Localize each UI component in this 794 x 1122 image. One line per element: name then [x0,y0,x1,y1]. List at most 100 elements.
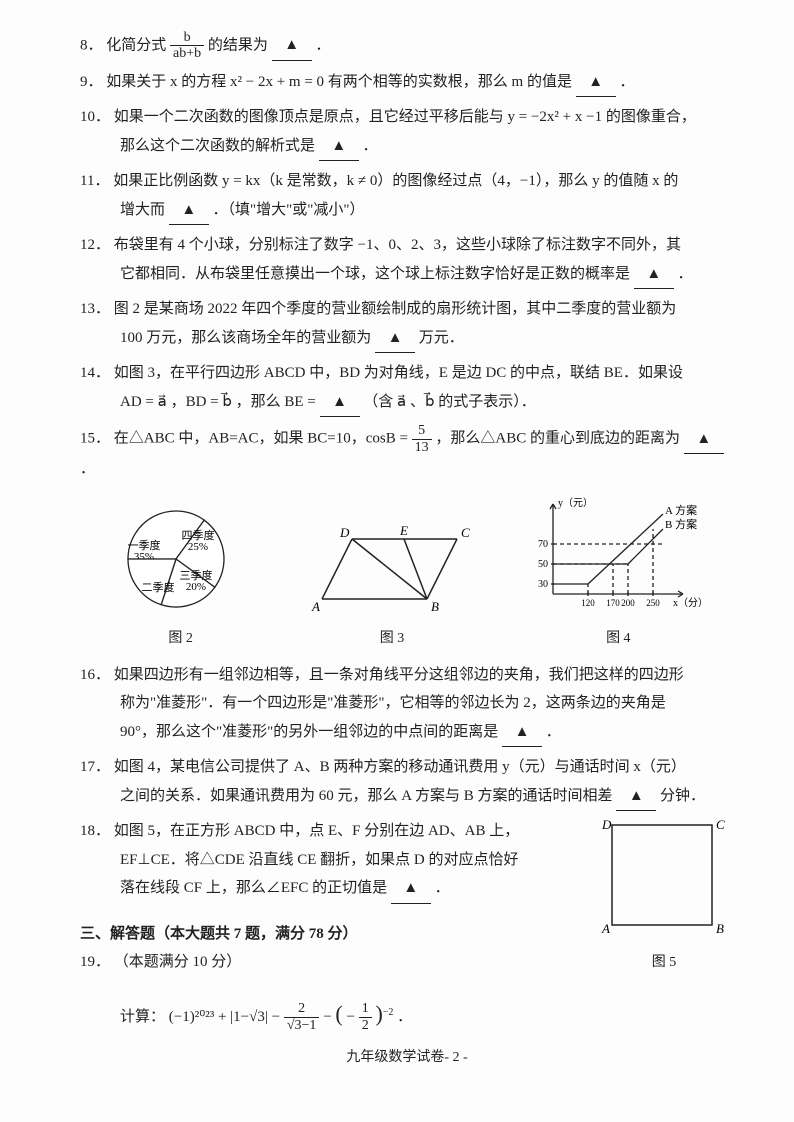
text: 如图 4，某电信公司提供了 A、B 两种方案的移动通讯费用 y（元）与通话时间 … [114,759,686,775]
svg-text:50: 50 [538,559,548,570]
question-17: 17． 如图 4，某电信公司提供了 A、B 两种方案的移动通讯费用 y（元）与通… [80,753,734,811]
figure-5: D C A B 图 5 [594,817,734,976]
qnum: 10． [80,109,110,125]
text: （含 a⃗ 、b⃗ 的式子表示）． [363,394,535,410]
question-19: 19． （本题满分 10 分） [80,948,574,977]
question-13: 13． 图 2 是某商场 2022 年四个季度的营业额绘制成的扇形统计图，其中二… [80,295,734,353]
text: 布袋里有 4 个小球，分别标注了数字 −1、0、2、3，这些小球除了标注数字不同… [114,237,681,253]
square-diagram: D C A B [594,817,734,937]
fraction: 1 2 [359,1001,372,1033]
text: 它都相同．从布袋里任意摸出一个球，这个球上标注数字恰好是正数的概率是 [120,266,630,282]
text: 100 万元，那么该商场全年的营业额为 [120,330,371,346]
svg-text:B 方案: B 方案 [665,517,697,531]
qnum: 9． [80,74,103,90]
qnum: 14． [80,365,110,381]
text: 如果正比例函数 y = kx（k 是常数，k ≠ 0）的图像经过点（4，−1），… [113,173,678,189]
blank: ▲ [576,68,616,98]
qnum: 12． [80,237,110,253]
text: 那么这个二次函数的解析式是 [120,138,315,154]
svg-text:A: A [311,599,320,614]
section-3-heading: 三、解答题（本大题共 7 题，满分 78 分） [80,920,574,949]
fraction: b ab+b [170,30,204,62]
question-18-wrap: 18． 如图 5，在正方形 ABCD 中，点 E、F 分别在边 AD、AB 上，… [80,817,734,983]
svg-text:70: 70 [538,539,548,550]
line-graph: y（元）x（分）305070120170200250A 方案B 方案 [533,494,703,614]
svg-text:A 方案: A 方案 [665,503,697,517]
text: ，那么△ABC 的重心到底边的距离为 [435,431,680,447]
question-8: 8． 化简分式 b ab+b 的结果为 ▲ ． [80,30,734,62]
text: 的结果为 [208,37,268,53]
svg-text:C: C [461,525,470,540]
page-footer: 九年级数学试卷- 2 - [80,1045,734,1072]
svg-text:30: 30 [538,579,548,590]
question-10: 10． 如果一个二次函数的图像顶点是原点，且它经过平移后能与 y = −2x² … [80,103,734,161]
figure-2: 一季度35%四季度25%三季度20%二季度 图 2 [111,504,251,653]
caption: 图 2 [111,626,251,653]
text: 万元． [419,330,464,346]
svg-text:x（分）: x（分） [673,597,708,609]
text: ．（填"增大"或"减小"） [213,202,365,218]
svg-text:D: D [339,525,350,540]
text: 如图 5，在正方形 ABCD 中，点 E、F 分别在边 AD、AB 上， [114,823,519,839]
question-18: 18． 如图 5，在正方形 ABCD 中，点 E、F 分别在边 AD、AB 上，… [80,817,574,904]
qnum: 15． [80,431,110,447]
blank: ▲ [320,388,360,418]
question-16: 16． 如果四边形有一组邻边相等，且一条对角线平分这组邻边的夹角，我们把这样的四… [80,661,734,748]
svg-text:一季度: 一季度 [127,538,160,552]
text: 增大而 [120,202,165,218]
text: 如果一个二次函数的图像顶点是原点，且它经过平移后能与 y = −2x² + x … [114,109,696,125]
qnum: 19． [80,954,110,970]
svg-text:D: D [601,817,612,832]
svg-text:B: B [431,599,439,614]
svg-text:y（元）: y（元） [558,497,593,509]
figure-3: ABCDE 图 3 [312,529,472,653]
svg-text:25%: 25% [188,541,208,553]
blank: ▲ [391,874,431,904]
qnum: 18． [80,823,110,839]
blank: ▲ [375,324,415,354]
qnum: 8． [80,37,103,53]
question-9: 9． 如果关于 x 的方程 x² − 2x + m = 0 有两个相等的实数根，… [80,68,734,98]
text: 落在线段 CF 上，那么∠EFC 的正切值是 [120,880,387,896]
blank: ▲ [616,782,656,812]
blank: ▲ [684,425,724,455]
text: 之间的关系．如果通讯费用为 60 元，那么 A 方案与 B 方案的通话时间相差 [120,788,613,804]
svg-text:20%: 20% [186,581,206,593]
svg-text:250: 250 [647,598,661,608]
qnum: 11． [80,173,109,189]
fraction: 2 √3−1 [284,1001,320,1033]
svg-text:A: A [601,921,610,936]
svg-text:C: C [716,817,725,832]
figure-row: 一季度35%四季度25%三季度20%二季度 图 2 ABCDE 图 3 y（元）… [80,494,734,653]
svg-text:170: 170 [607,598,621,608]
svg-text:B: B [716,921,724,936]
svg-text:四季度: 四季度 [181,528,214,542]
text: 分钟． [660,788,705,804]
expr: (−1)²⁰²³ + |1−√3| − [169,1009,284,1025]
question-12: 12． 布袋里有 4 个小球，分别标注了数字 −1、0、2、3，这些小球除了标注… [80,231,734,289]
text: 化简分式 [106,37,170,53]
blank: ▲ [502,718,542,748]
q19-expression: 计算： (−1)²⁰²³ + |1−√3| − 2 √3−1 − ( − 1 2… [80,993,734,1035]
question-14: 14． 如图 3，在平行四边形 ABCD 中，BD 为对角线，E 是边 DC 的… [80,359,734,417]
svg-text:200: 200 [622,598,636,608]
text: EF⊥CE．将△CDE 沿直线 CE 翻折，如果点 D 的对应点恰好 [120,852,519,868]
text: 90°，那么这个"准菱形"的另外一组邻边的中点间的距离是 [120,724,498,740]
text: 称为"准菱形"．有一个四边形是"准菱形"，它相等的邻边长为 2，这两条边的夹角是 [120,695,666,711]
text: （本题满分 10 分） [114,954,242,970]
text: 计算： [120,1009,165,1025]
svg-text:二季度: 二季度 [141,580,174,594]
svg-text:E: E [399,523,408,538]
question-15: 15． 在△ABC 中，AB=AC，如果 BC=10，cosB = 5 13 ，… [80,423,734,483]
text: 如果关于 x 的方程 x² − 2x + m = 0 有两个相等的实数根，那么 … [106,74,572,90]
text: 如图 3，在平行四边形 ABCD 中，BD 为对角线，E 是边 DC 的中点，联… [114,365,683,381]
caption: 图 5 [594,950,734,977]
pie-chart: 一季度35%四季度25%三季度20%二季度 [111,504,251,614]
svg-text:三季度: 三季度 [179,568,212,582]
figure-4: y（元）x（分）305070120170200250A 方案B 方案 图 4 [533,494,703,653]
parallelogram-diagram: ABCDE [312,529,472,614]
text: 图 2 是某商场 2022 年四个季度的营业额绘制成的扇形统计图，其中二季度的营… [114,301,677,317]
blank: ▲ [272,31,312,61]
fraction: 5 13 [412,423,432,455]
question-11: 11． 如果正比例函数 y = kx（k 是常数，k ≠ 0）的图像经过点（4，… [80,167,734,225]
